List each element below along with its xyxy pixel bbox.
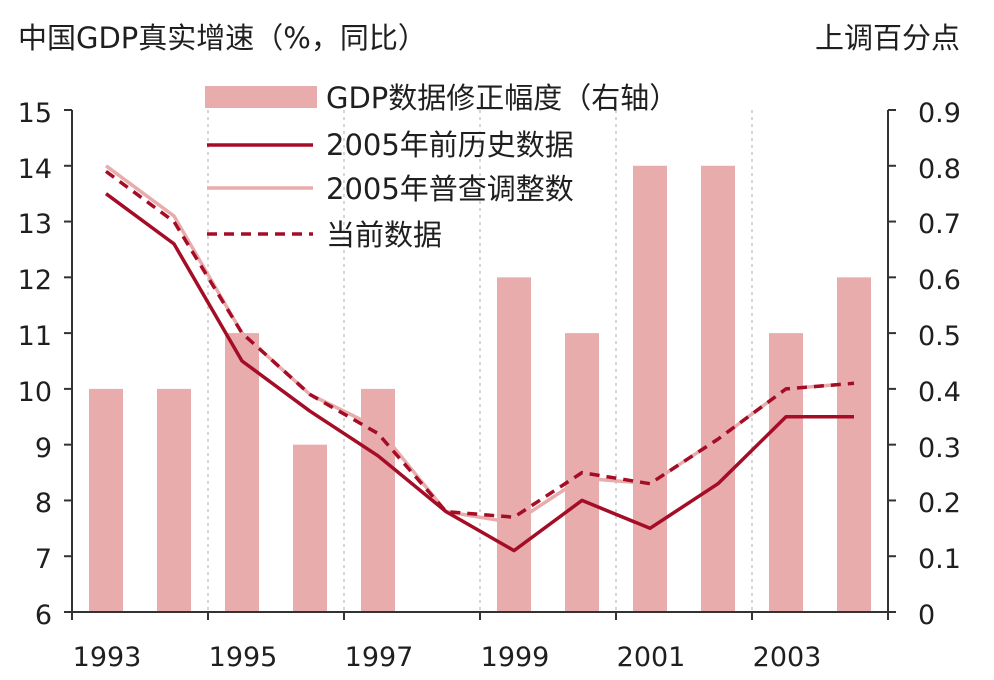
- x-tick-label: 1997: [345, 642, 414, 673]
- correction-bar: [157, 388, 191, 612]
- left-y-tick-label: 11: [18, 321, 52, 352]
- right-y-tick-label: 0.8: [918, 154, 961, 185]
- right-y-tick-label: 0.4: [918, 377, 961, 408]
- right-axis-title: 上调百分点: [815, 21, 960, 55]
- right-y-tick-label: 0.6: [918, 265, 961, 296]
- legend-label-bars: GDP数据修正幅度（右轴）: [326, 81, 678, 115]
- left-y-tick-label: 7: [35, 544, 52, 575]
- x-tick-label: 2001: [617, 642, 686, 673]
- correction-bar: [293, 444, 327, 612]
- x-tick-label: 1995: [209, 642, 278, 673]
- right-y-tick-label: 0.5: [918, 321, 961, 352]
- right-y-tick-label: 0.1: [918, 544, 961, 575]
- correction-bar: [89, 388, 123, 612]
- growth-lines: [104, 164, 855, 553]
- correction-bar: [225, 333, 259, 612]
- correction-bar: [633, 165, 667, 612]
- correction-bars: [89, 165, 871, 612]
- right-y-tick-label: 0.7: [918, 209, 961, 240]
- left-y-tick-label: 15: [18, 98, 52, 129]
- left-y-tick-label: 14: [18, 154, 52, 185]
- right-y-tick-label: 0.2: [918, 488, 961, 519]
- left-y-tick-label: 10: [18, 377, 52, 408]
- left-y-tick-labels: 15 14 13 12 11 10 9 8 7 6: [18, 98, 52, 631]
- left-y-tick-label: 12: [18, 265, 52, 296]
- right-y-tick-label: 0.3: [918, 433, 961, 464]
- x-tick-labels: 1993 1995 1997 1999 2001 2003: [73, 642, 822, 673]
- right-y-tick-label: 0.9: [918, 98, 961, 129]
- correction-bar: [769, 333, 803, 612]
- left-y-tick-label: 8: [35, 488, 52, 519]
- correction-bar: [701, 165, 735, 612]
- left-y-tick-label: 13: [18, 209, 52, 240]
- x-tick-label: 2003: [753, 642, 822, 673]
- legend-label-history: 2005年前历史数据: [326, 128, 574, 162]
- left-axis-title: 中国GDP真实增速（%，同比）: [18, 21, 427, 55]
- correction-bar: [837, 277, 871, 612]
- left-y-tick-label: 6: [35, 600, 52, 631]
- correction-bar: [497, 277, 531, 612]
- series-line: [104, 192, 854, 553]
- legend-label-census: 2005年普查调整数: [326, 172, 574, 206]
- x-tick-label: 1993: [73, 642, 142, 673]
- right-y-tick-labels: 0.9 0.8 0.7 0.6 0.5 0.4 0.3 0.2 0.1 0: [918, 98, 961, 631]
- legend-label-current: 当前数据: [326, 218, 442, 252]
- left-y-tick-label: 9: [35, 433, 52, 464]
- series-line: [104, 169, 855, 519]
- legend: GDP数据修正幅度（右轴） 2005年前历史数据 2005年普查调整数 当前数据: [205, 81, 678, 252]
- x-tick-label: 1999: [481, 642, 550, 673]
- axis-ticks: [64, 109, 896, 620]
- right-y-tick-label: 0: [918, 600, 935, 631]
- legend-swatch-bars: [205, 86, 317, 108]
